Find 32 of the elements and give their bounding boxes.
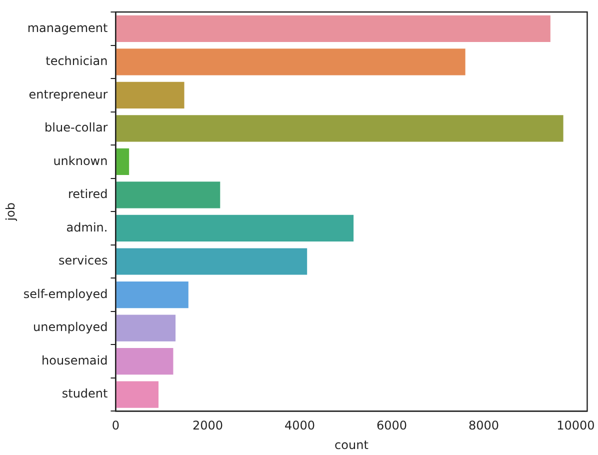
x-tick-label: 4000 [284, 418, 315, 433]
y-tick-label: unknown [53, 154, 108, 168]
x-tick-label: 10000 [556, 418, 595, 433]
bar [116, 148, 130, 176]
bar [116, 348, 174, 375]
y-tick-label: services [58, 254, 108, 268]
y-tick-label: technician [46, 54, 108, 68]
bar [116, 182, 220, 208]
bar [116, 381, 159, 408]
x-tick-label: 2000 [192, 418, 224, 433]
y-tick-label: self-employed [23, 286, 108, 301]
y-tick-label: blue-collar [44, 120, 108, 135]
bar [116, 48, 466, 76]
y-tick-label: admin. [66, 220, 108, 234]
bar [116, 314, 176, 342]
bar [116, 82, 184, 108]
bar [116, 15, 550, 42]
x-axis-title: count [334, 438, 369, 452]
bar [116, 115, 564, 142]
y-tick-label: retired [68, 187, 108, 202]
bar [116, 214, 354, 242]
bar [116, 248, 308, 275]
bar [116, 281, 188, 308]
y-tick-label: entrepreneur [28, 87, 108, 102]
x-tick-label: 8000 [468, 418, 499, 433]
y-tick-label: housemaid [42, 353, 108, 368]
x-tick-label: 6000 [376, 418, 407, 433]
y-axis-title: job [3, 202, 18, 222]
y-tick-label: student [62, 386, 108, 401]
y-tick-label: management [27, 20, 108, 35]
x-tick-label: 0 [112, 418, 120, 433]
y-tick-label: unemployed [33, 320, 108, 334]
